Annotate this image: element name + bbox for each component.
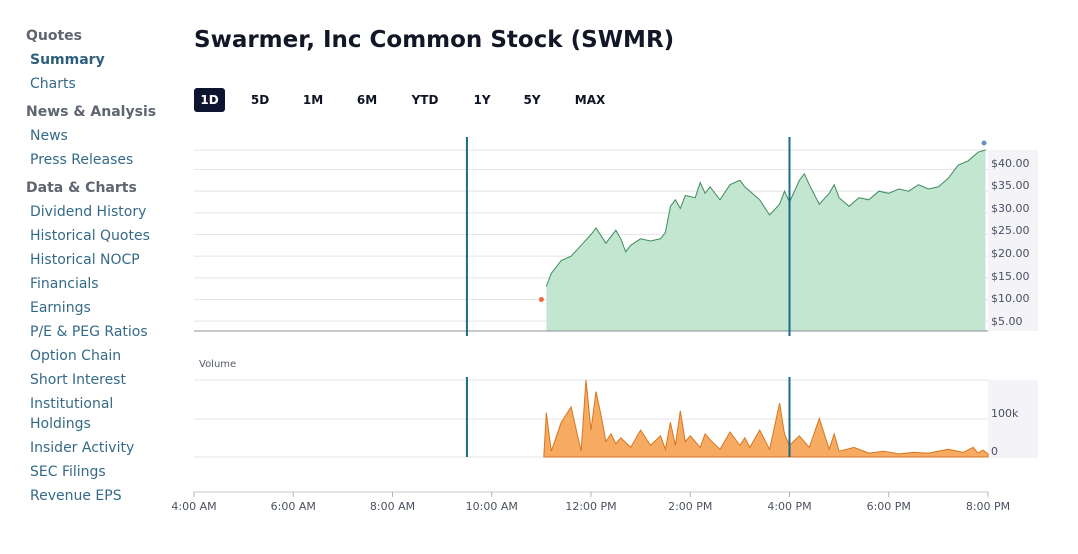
range-button-5y[interactable]: 5Y <box>523 93 541 107</box>
open-price-dot <box>538 297 544 302</box>
range-button-1m[interactable]: 1M <box>302 93 324 107</box>
last-price-dot <box>981 140 987 146</box>
sidebar-nav: Quotes Summary Charts News & Analysis News Pr… <box>26 26 176 514</box>
x-tick-label: 6:00 PM <box>867 500 911 513</box>
sidebar-item-earnings[interactable]: Earnings <box>30 300 91 316</box>
sidebar-item-revenue-eps[interactable]: Revenue EPS <box>30 488 122 504</box>
x-tick-label: 6:00 AM <box>271 500 316 513</box>
range-button-max[interactable]: MAX <box>574 93 606 107</box>
x-tick-label: 12:00 PM <box>565 500 616 513</box>
sidebar-item-insider-activity[interactable]: Insider Activity <box>30 440 135 456</box>
price-tick-label: $20.00 <box>991 247 1030 260</box>
x-tick-label: 8:00 AM <box>370 500 415 513</box>
sidebar-group: News & Analysis News Press Releases <box>26 102 176 170</box>
sidebar-item-short-interest[interactable]: Short Interest <box>30 372 126 388</box>
price-tick-label: $35.00 <box>991 179 1030 192</box>
price-tick-label: $30.00 <box>991 202 1030 215</box>
sidebar-heading: Data & Charts <box>26 180 137 196</box>
sidebar-item-historical-quotes[interactable]: Historical Quotes <box>30 228 150 244</box>
volume-tick-label: 100k <box>991 407 1019 420</box>
range-button-1y[interactable]: 1Y <box>473 93 491 107</box>
range-button-5d[interactable]: 5D <box>250 93 270 107</box>
x-tick-label: 2:00 PM <box>668 500 712 513</box>
sidebar-group: Quotes Summary Charts <box>26 26 176 94</box>
sidebar-item-summary[interactable]: Summary <box>30 52 105 68</box>
sidebar-item-dividend-history[interactable]: Dividend History <box>30 204 147 220</box>
sidebar-item-p-e-peg-ratios[interactable]: P/E & PEG Ratios <box>30 324 148 340</box>
x-tick-label: 4:00 AM <box>171 500 216 513</box>
price-tick-label: $15.00 <box>991 270 1030 283</box>
volume-label: Volume <box>199 359 236 370</box>
price-axis-panel <box>988 150 1038 331</box>
range-button-ytd[interactable]: YTD <box>411 93 439 107</box>
volume-axis-panel <box>988 380 1038 458</box>
price-tick-label: $25.00 <box>991 224 1030 237</box>
volume-area <box>543 379 989 458</box>
sidebar-item-financials[interactable]: Financials <box>30 276 99 292</box>
volume-tick-label: 0 <box>991 445 998 458</box>
range-button-6m[interactable]: 6M <box>356 93 378 107</box>
sidebar-item-institutional-holdings[interactable]: Institutional Holdings <box>30 396 114 432</box>
sidebar-item-news[interactable]: News <box>30 128 68 144</box>
price-tick-label: $5.00 <box>991 315 1023 328</box>
sidebar-item-charts[interactable]: Charts <box>30 76 76 92</box>
sidebar-heading: Quotes <box>26 28 83 44</box>
sidebar-heading: News & Analysis <box>26 104 157 120</box>
sidebar-group: Data & Charts Dividend History Historical … <box>26 178 176 506</box>
x-tick-label: 4:00 PM <box>767 500 811 513</box>
range-button-1d[interactable]: 1D <box>194 88 225 112</box>
sidebar-item-press-releases[interactable]: Press Releases <box>30 152 134 168</box>
sidebar-item-sec-filings[interactable]: SEC Filings <box>30 464 106 480</box>
price-tick-label: $10.00 <box>991 292 1030 305</box>
sidebar-item-option-chain[interactable]: Option Chain <box>30 348 122 364</box>
x-tick-label: 8:00 PM <box>966 500 1010 513</box>
x-tick-label: 10:00 AM <box>466 500 518 513</box>
price-line <box>545 149 986 287</box>
page-title: Swarmer, Inc Common Stock (SWMR) <box>194 27 675 53</box>
price-tick-label: $40.00 <box>991 157 1030 170</box>
sidebar-item-historical-nocp[interactable]: Historical NOCP <box>30 252 140 268</box>
price-area <box>546 150 986 331</box>
